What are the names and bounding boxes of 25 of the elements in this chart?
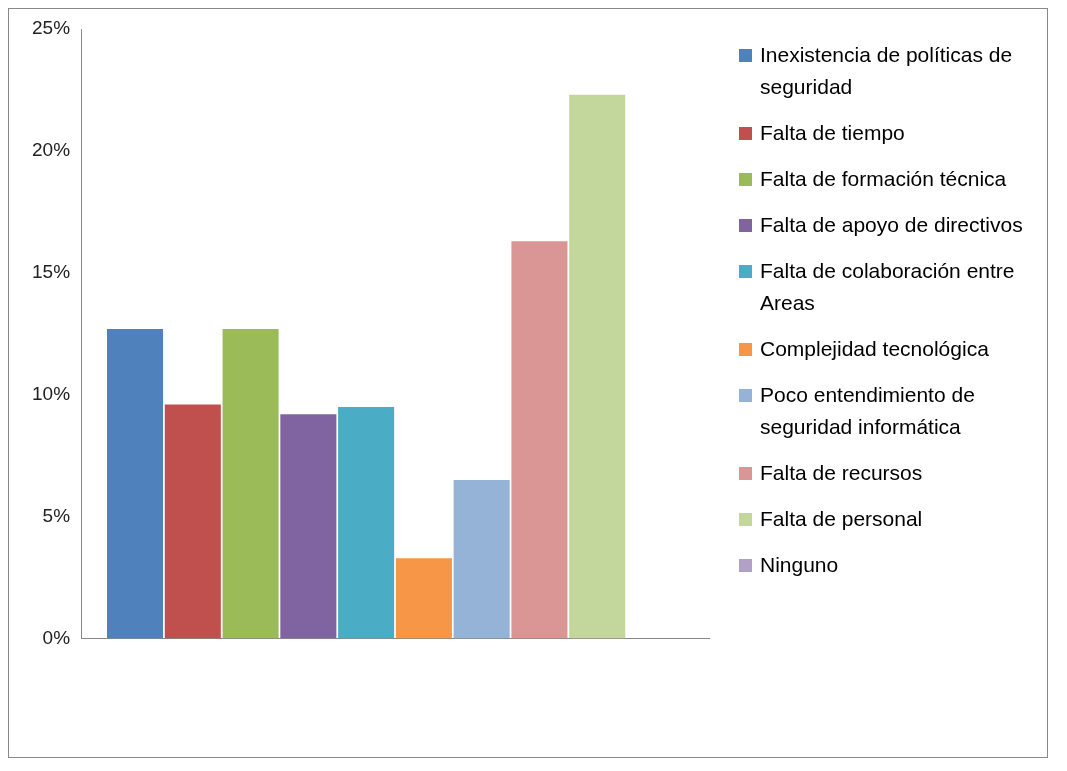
bar bbox=[511, 241, 568, 639]
y-tick-label: 5% bbox=[42, 504, 71, 526]
legend-label: Falta de formación técnica bbox=[760, 166, 1007, 192]
bar bbox=[164, 404, 221, 639]
y-tick-label: 25% bbox=[32, 17, 71, 39]
y-tick-label: 0% bbox=[42, 626, 71, 648]
y-tick-label: 20% bbox=[32, 139, 71, 161]
bar bbox=[569, 94, 626, 639]
legend-label: Falta de tiempo bbox=[760, 120, 905, 146]
bar bbox=[338, 406, 395, 639]
legend-label: Falta de personal bbox=[760, 506, 923, 532]
bar bbox=[453, 480, 510, 639]
bar bbox=[107, 328, 164, 639]
legend-label: Poco entendimiento de seguridad informática bbox=[760, 382, 976, 440]
bar bbox=[280, 414, 337, 639]
legend-label: Inexistencia de políticas de seguridad bbox=[760, 42, 1014, 100]
y-tick-label: 10% bbox=[32, 382, 71, 404]
bar bbox=[395, 558, 452, 639]
bar bbox=[222, 328, 279, 639]
legend-label: Falta de recursos bbox=[760, 460, 923, 486]
legend-label: Falta de apoyo de directivos bbox=[760, 212, 1023, 238]
y-tick-label: 15% bbox=[32, 261, 71, 283]
legend-label: Falta de colaboración entre Areas bbox=[760, 258, 1016, 316]
legend-label: Ninguno bbox=[760, 552, 839, 578]
legend-label: Complejidad tecnológica bbox=[760, 336, 989, 362]
